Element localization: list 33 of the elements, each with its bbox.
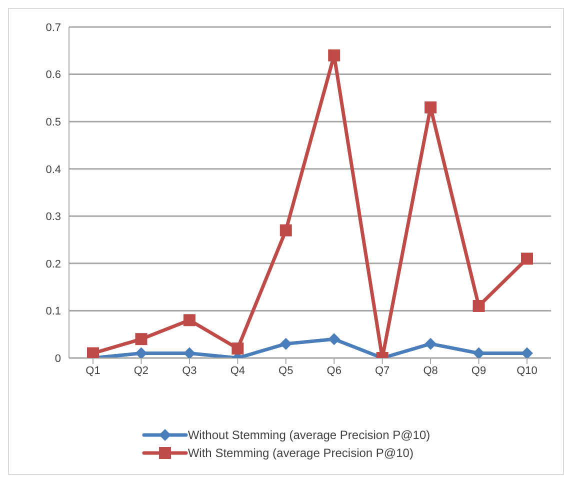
x-tick-label: Q8 (423, 364, 438, 377)
point (328, 333, 340, 346)
x-tick-label: Q6 (326, 364, 342, 377)
point (232, 342, 244, 355)
point (521, 252, 533, 265)
point (472, 300, 485, 312)
point (280, 338, 292, 350)
x-tick-label: Q2 (134, 364, 149, 377)
point (135, 333, 148, 346)
y-tick-label: 0.7 (46, 22, 61, 34)
x-tick-label: Q9 (471, 364, 486, 377)
y-tick-label: 0.6 (46, 69, 61, 82)
legend-label: Without Stemming (average Precision P@10) (188, 428, 430, 442)
y-tick-label: 0.3 (46, 211, 61, 224)
x-tick-label: Q5 (278, 364, 294, 377)
point (424, 338, 437, 350)
point (280, 224, 292, 236)
point (328, 49, 340, 62)
y-tick-label: 0.4 (46, 164, 61, 176)
x-tick-label: Q4 (230, 364, 246, 377)
point (424, 101, 437, 114)
point (521, 347, 533, 358)
point (87, 347, 99, 358)
x-tick-label: Q10 (516, 364, 538, 377)
legend-label: With Stemming (average Precision P@10) (188, 446, 414, 460)
x-tick-label: Q1 (86, 364, 100, 377)
y-tick-label: 0.5 (46, 116, 61, 128)
point (183, 314, 196, 326)
x-tick-label: Q3 (182, 364, 197, 377)
y-tick-label: 0.2 (46, 258, 61, 270)
x-tick-label: Q7 (374, 364, 390, 377)
y-tick-label: 0.1 (46, 306, 61, 318)
y-tick-label: 0 (54, 352, 61, 365)
